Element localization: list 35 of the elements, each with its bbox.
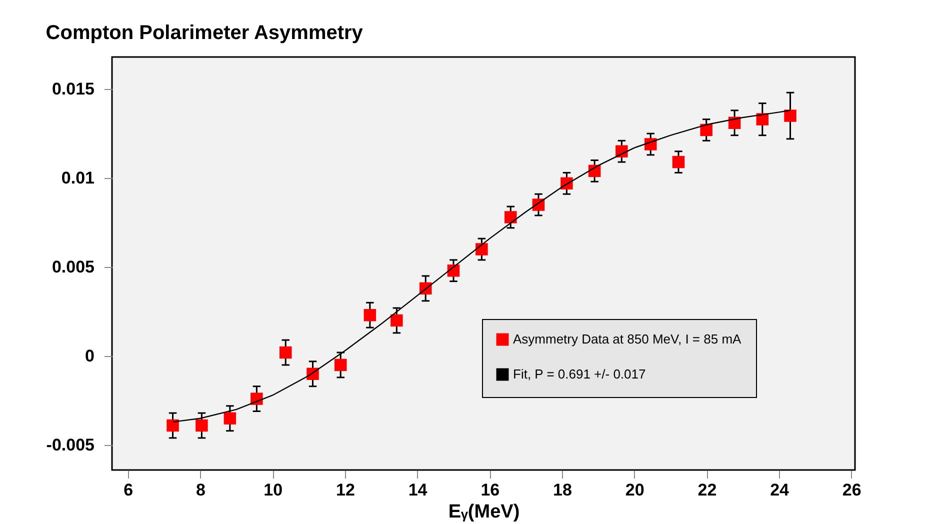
x-tick-label: 26 [842,480,862,500]
x-tick-label: 22 [698,480,717,500]
legend-label: Fit, P = 0.691 +/- 0.017 [513,366,646,382]
point [700,124,712,136]
point [196,419,208,432]
point [166,419,179,432]
x-tick-label: 18 [553,480,572,500]
x-axis-title: Eᵧ(MeV) [448,502,520,522]
point [224,412,236,424]
y-tick-label: 0 [85,346,94,366]
x-tick-label: 6 [124,480,134,500]
point [390,314,403,327]
point [672,156,685,168]
y-tick-label: 0.015 [52,80,94,99]
x-tick-label: 8 [196,480,206,500]
point [728,116,741,129]
y-tick-label: -0.005 [46,436,94,455]
x-tick-label: 16 [480,480,500,500]
y-tick-label: 0.01 [61,168,94,188]
y-tick-label: 0.005 [52,258,94,277]
point [504,211,517,224]
x-tick-label: 24 [770,480,790,500]
point [334,358,347,372]
point [756,113,769,126]
x-tick-label: 12 [336,480,355,500]
legend-label: Asymmetry Data at 850 MeV, I = 85 mA [513,332,742,346]
point [476,243,488,256]
x-tick-label: 20 [625,480,644,500]
chart-title: Compton Polarimeter Asymmetry [46,22,364,44]
x-tick-label: 14 [408,480,428,500]
point [784,110,796,122]
point [364,309,376,322]
point [280,346,292,359]
point [616,145,628,158]
x-tick-label: 10 [264,480,283,500]
